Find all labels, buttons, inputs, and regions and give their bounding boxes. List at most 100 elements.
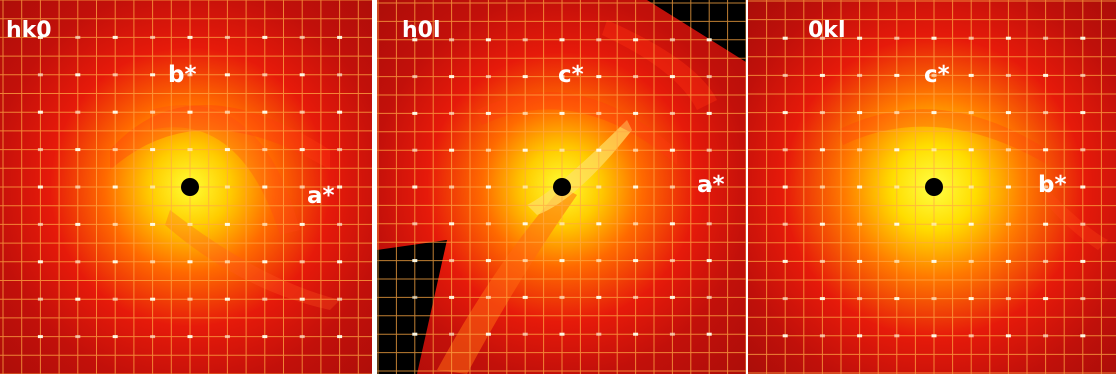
bragg-spot xyxy=(150,110,156,114)
bragg-spot xyxy=(857,222,863,226)
bragg-spot xyxy=(37,110,43,114)
bragg-spot xyxy=(449,259,455,263)
bragg-spot xyxy=(485,75,491,79)
bragg-spot xyxy=(633,111,639,115)
bragg-spot xyxy=(187,335,193,339)
bragg-spot xyxy=(412,295,418,299)
bragg-spot xyxy=(262,110,268,114)
bragg-spot xyxy=(37,35,43,39)
bragg-spot xyxy=(894,73,900,77)
bragg-spot xyxy=(669,38,675,42)
bragg-spot xyxy=(187,35,193,39)
bragg-spot xyxy=(412,259,418,263)
bragg-spot xyxy=(559,295,565,299)
bragg-spot xyxy=(669,111,675,115)
bragg-spot xyxy=(150,222,156,226)
bragg-spot xyxy=(1043,36,1049,40)
bragg-spot xyxy=(337,222,343,226)
bragg-spot xyxy=(299,110,305,114)
bragg-spot xyxy=(1043,297,1049,301)
bragg-spot xyxy=(299,297,305,301)
axis-label-b-star: b* xyxy=(168,62,197,88)
bragg-spot xyxy=(931,334,937,338)
axis-label-c-star: c* xyxy=(558,62,584,88)
diffraction-panel-0kl: 0kl c* b* xyxy=(748,0,1116,374)
bragg-spot xyxy=(112,148,118,152)
bragg-spot xyxy=(449,111,455,115)
bragg-spot xyxy=(819,185,825,189)
bragg-spot xyxy=(1043,111,1049,115)
bragg-spot xyxy=(706,222,712,226)
bragg-spot xyxy=(669,259,675,263)
bragg-spot xyxy=(112,260,118,264)
bragg-spot xyxy=(559,259,565,263)
bragg-spot xyxy=(522,38,528,42)
bragg-spot xyxy=(337,335,343,339)
bragg-spot xyxy=(412,332,418,336)
bragg-spot xyxy=(931,222,937,226)
bragg-spot xyxy=(968,297,974,301)
bragg-spot xyxy=(894,334,900,338)
bragg-spot xyxy=(337,185,343,189)
bragg-spot xyxy=(449,295,455,299)
bragg-spot xyxy=(299,222,305,226)
bragg-spot xyxy=(37,148,43,152)
bragg-spot xyxy=(522,222,528,226)
bragg-spot xyxy=(1043,334,1049,338)
bragg-spot xyxy=(633,295,639,299)
bragg-spot xyxy=(449,148,455,152)
bragg-spot xyxy=(449,185,455,189)
bragg-spot xyxy=(150,148,156,152)
bragg-spot xyxy=(706,295,712,299)
bragg-spot xyxy=(669,332,675,336)
bragg-spot xyxy=(857,297,863,301)
bragg-spot xyxy=(150,73,156,77)
bragg-spot xyxy=(224,335,230,339)
bragg-spot xyxy=(112,222,118,226)
bragg-spot xyxy=(669,295,675,299)
bragg-spot xyxy=(1080,73,1086,77)
bragg-spot xyxy=(669,185,675,189)
bragg-spot xyxy=(299,148,305,152)
bragg-spot xyxy=(782,36,788,40)
bragg-spot xyxy=(412,38,418,42)
bragg-spot xyxy=(299,335,305,339)
bragg-spot xyxy=(706,259,712,263)
bragg-spot xyxy=(112,335,118,339)
bragg-spot xyxy=(819,36,825,40)
bragg-spot xyxy=(1043,148,1049,152)
bragg-spot xyxy=(522,148,528,152)
bragg-spot xyxy=(75,297,81,301)
diffraction-panel-h0l: h0l c* a* xyxy=(377,0,746,374)
bragg-spot xyxy=(559,111,565,115)
bragg-spot xyxy=(669,148,675,152)
bragg-spot xyxy=(968,185,974,189)
bragg-spot xyxy=(1080,185,1086,189)
bragg-spot xyxy=(337,110,343,114)
bragg-spot xyxy=(150,297,156,301)
bragg-spot xyxy=(1005,259,1011,263)
bragg-spot xyxy=(633,148,639,152)
diffraction-pattern-0kl xyxy=(748,0,1116,374)
bragg-spot xyxy=(559,75,565,79)
bragg-spot xyxy=(187,73,193,77)
bragg-spot xyxy=(224,222,230,226)
panel-title-hk0: hk0 xyxy=(6,18,52,43)
bragg-spot xyxy=(857,73,863,77)
bragg-spot xyxy=(224,260,230,264)
diffraction-pattern-hk0 xyxy=(0,0,372,374)
bragg-spot xyxy=(299,73,305,77)
bragg-spot xyxy=(412,185,418,189)
bragg-spot xyxy=(559,222,565,226)
bragg-spot xyxy=(894,259,900,263)
bragg-spot xyxy=(1043,222,1049,226)
bragg-spot xyxy=(75,185,81,189)
bragg-spot xyxy=(75,73,81,77)
bragg-spot xyxy=(596,148,602,152)
bragg-spot xyxy=(224,185,230,189)
panel-divider xyxy=(372,0,375,374)
panel-divider xyxy=(746,0,748,374)
bragg-spot xyxy=(633,259,639,263)
bragg-spot xyxy=(37,73,43,77)
bragg-spot xyxy=(819,222,825,226)
